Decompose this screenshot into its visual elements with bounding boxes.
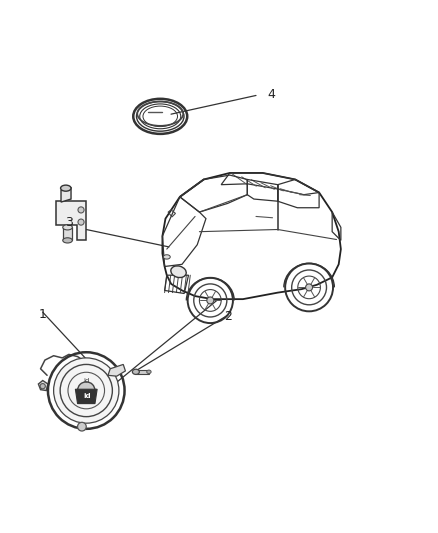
Polygon shape: [63, 228, 72, 240]
Ellipse shape: [53, 358, 119, 423]
Ellipse shape: [163, 255, 170, 259]
Ellipse shape: [78, 382, 95, 399]
Ellipse shape: [78, 219, 84, 225]
Ellipse shape: [207, 297, 214, 304]
Text: 3: 3: [65, 216, 73, 230]
Polygon shape: [136, 370, 149, 374]
Ellipse shape: [132, 369, 139, 375]
Polygon shape: [87, 381, 96, 389]
Text: 4: 4: [267, 88, 275, 101]
Polygon shape: [56, 201, 86, 239]
Ellipse shape: [306, 284, 313, 291]
Ellipse shape: [63, 238, 72, 243]
Polygon shape: [108, 365, 125, 376]
Polygon shape: [39, 381, 48, 391]
Ellipse shape: [40, 384, 46, 389]
Text: 1: 1: [39, 308, 47, 321]
Ellipse shape: [147, 370, 151, 374]
Polygon shape: [61, 187, 71, 202]
Ellipse shape: [78, 422, 86, 431]
Text: 2: 2: [224, 310, 232, 323]
Text: id: id: [83, 393, 91, 399]
Polygon shape: [75, 389, 97, 403]
Text: id: id: [83, 377, 89, 384]
Ellipse shape: [171, 266, 186, 278]
Ellipse shape: [78, 207, 84, 213]
Ellipse shape: [63, 225, 72, 230]
Ellipse shape: [60, 185, 71, 191]
